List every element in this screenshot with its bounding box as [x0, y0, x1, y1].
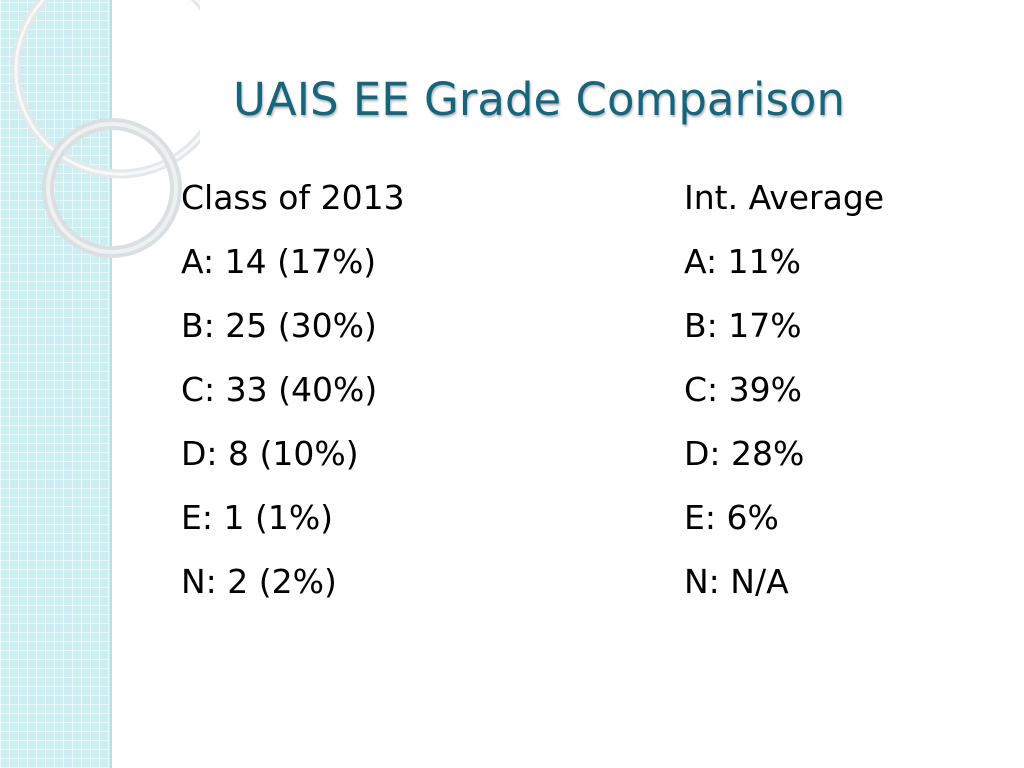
grade-row-e: E: 1 (1%)	[181, 498, 334, 537]
grade-row-d: D: 28%	[684, 434, 805, 473]
grade-row-n: N: 2 (2%)	[181, 562, 337, 601]
grade-row-a: A: 14 (17%)	[181, 242, 377, 281]
grade-row-c: C: 33 (40%)	[181, 370, 378, 409]
column-heading: Int. Average	[684, 178, 885, 217]
class-of-2013-column: Class of 2013 A: 14 (17%) B: 25 (30%) C:…	[181, 168, 621, 616]
grade-row-b: B: 17%	[684, 306, 802, 345]
grade-row-d: D: 8 (10%)	[181, 434, 359, 473]
grade-row-b: B: 25 (30%)	[181, 306, 377, 345]
grade-row-c: C: 39%	[684, 370, 802, 409]
decorative-rings-icon	[11, 0, 200, 258]
international-average-column: Int. Average A: 11% B: 17% C: 39% D: 28%…	[684, 168, 1004, 616]
column-heading: Class of 2013	[181, 178, 405, 217]
slide-title: UAIS EE Grade Comparison	[233, 73, 845, 126]
grade-row-a: A: 11%	[684, 242, 801, 281]
grade-row-n: N: N/A	[684, 562, 789, 601]
grade-row-e: E: 6%	[684, 498, 779, 537]
